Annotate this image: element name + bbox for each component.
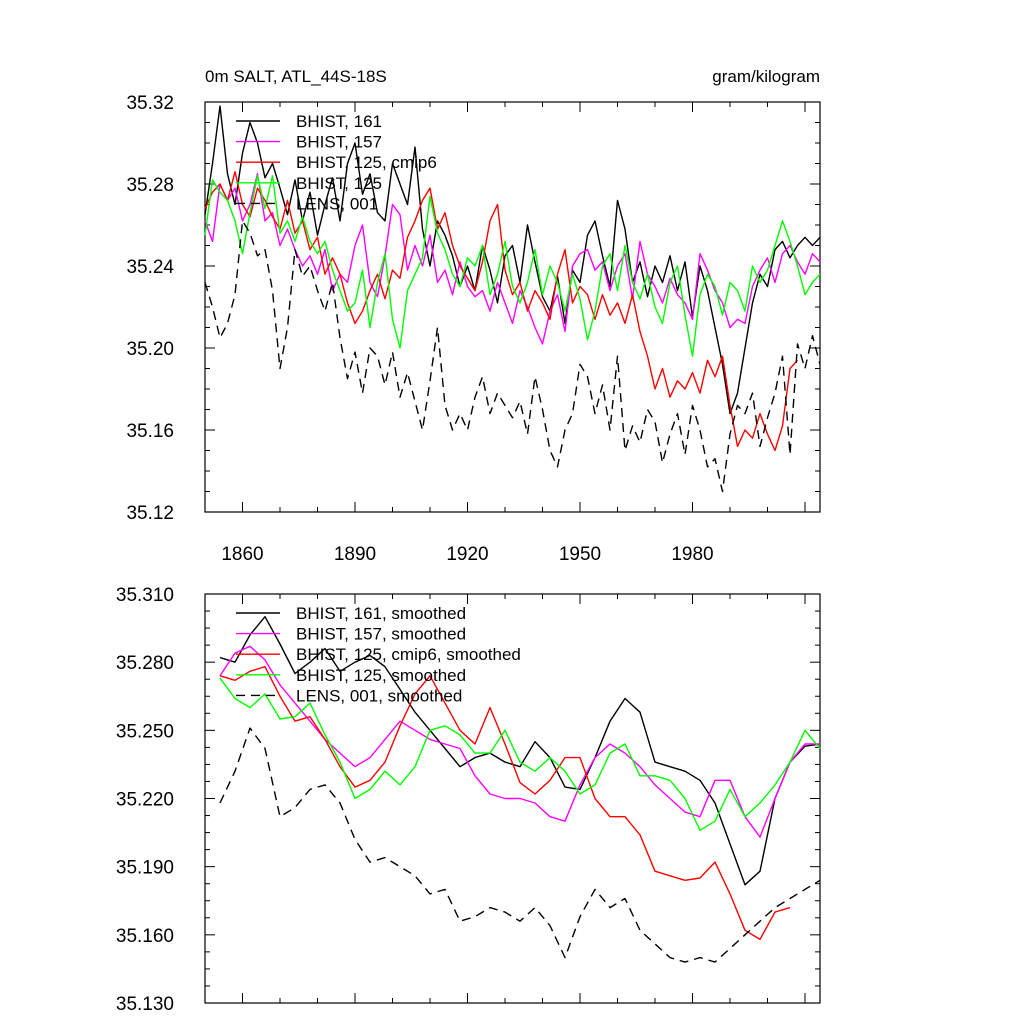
y-tick-label: 35.160 — [116, 926, 174, 947]
y-tick-label: 35.280 — [116, 653, 174, 674]
y-tick-label: 35.220 — [116, 790, 174, 811]
series-line-1 — [204, 105, 821, 415]
series-line-4 — [219, 677, 821, 831]
series-line-4 — [204, 175, 821, 357]
y-tick-label: 35.310 — [116, 585, 174, 606]
y-tick-label: 35.32 — [126, 93, 174, 114]
x-tick-label: 1920 — [446, 544, 488, 565]
series-line-1 — [219, 616, 821, 886]
y-tick-label: 35.24 — [126, 257, 174, 278]
legend-label: BHIST, 161 — [296, 112, 382, 131]
x-tick-label: 1860 — [221, 544, 263, 565]
x-tick-label: 1890 — [334, 544, 376, 565]
y-tick-label: 35.20 — [126, 339, 174, 360]
y-tick-label: 35.130 — [116, 994, 174, 1015]
x-tick-label: 1980 — [671, 544, 713, 565]
series-line-5 — [219, 727, 821, 963]
legend-label: BHIST, 125, cmip6 — [296, 153, 437, 172]
bottom-panel: 35.130 35.160 35.190 35.220 35.250 35.280 35.3… — [116, 585, 821, 1015]
legend-label: BHIST, 161, smoothed — [296, 604, 466, 623]
legend-label: LENS, 001 — [296, 194, 378, 213]
legend-label: BHIST, 125 — [296, 174, 382, 193]
legend-label: BHIST, 157, smoothed — [296, 625, 466, 644]
y-tick-label: 35.190 — [116, 858, 174, 879]
chart-title: 0m SALT, ATL_44S-18S — [205, 67, 387, 86]
y-tick-label: 35.28 — [126, 175, 174, 196]
series-line-3 — [219, 666, 791, 941]
units-label: gram/kilogram — [712, 67, 820, 86]
legend-label: BHIST, 125, smoothed — [296, 666, 466, 685]
series-line-3 — [204, 170, 799, 452]
legend-label: LENS, 001, smoothed — [296, 686, 462, 705]
y-tick-label: 35.250 — [116, 721, 174, 742]
series-line-5 — [204, 220, 821, 493]
series-line-2 — [219, 645, 820, 838]
y-tick-label: 35.12 — [126, 503, 174, 524]
x-tick-label: 1950 — [559, 544, 601, 565]
legend-label: BHIST, 157 — [296, 133, 382, 152]
top-panel: 0m SALT, ATL_44S-18S gram/kilogram 35.12 35… — [126, 67, 821, 565]
legend-label: BHIST, 125, cmip6, smoothed — [296, 645, 521, 664]
y-tick-label: 35.16 — [126, 421, 174, 442]
